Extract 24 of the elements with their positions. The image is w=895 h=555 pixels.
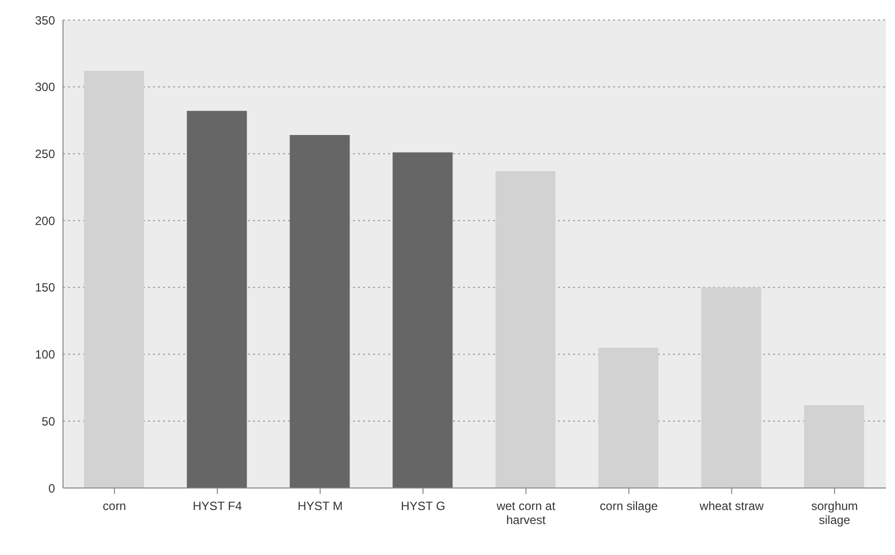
x-tick-label: sorghum silage <box>811 499 858 527</box>
bar <box>804 405 864 488</box>
x-tick-label: HYST G <box>400 499 446 513</box>
bar <box>186 110 247 488</box>
y-tick-label: 50 <box>42 414 56 428</box>
bar <box>701 287 762 488</box>
x-tick-label: wheat straw <box>698 499 764 513</box>
bar <box>290 134 350 488</box>
x-tick-label: wet corn at harvest <box>496 499 556 527</box>
bar <box>496 171 556 488</box>
y-tick-label: 100 <box>34 348 56 362</box>
y-tick-label: 350 <box>34 13 56 28</box>
bar <box>84 70 144 488</box>
bar <box>598 348 658 488</box>
y-tick-label: 0 <box>48 481 56 496</box>
x-tick-label: HYST M <box>298 499 343 513</box>
y-tick-label: 150 <box>34 280 56 295</box>
x-tick-label: corn silage <box>600 499 658 513</box>
y-tick-label: 250 <box>34 146 56 161</box>
x-tick-label: HYST F4 <box>192 499 242 513</box>
y-tick-label: 200 <box>34 214 56 228</box>
x-tick-label: corn <box>102 499 126 513</box>
bar <box>392 152 453 488</box>
y-tick-label: 300 <box>34 80 56 94</box>
